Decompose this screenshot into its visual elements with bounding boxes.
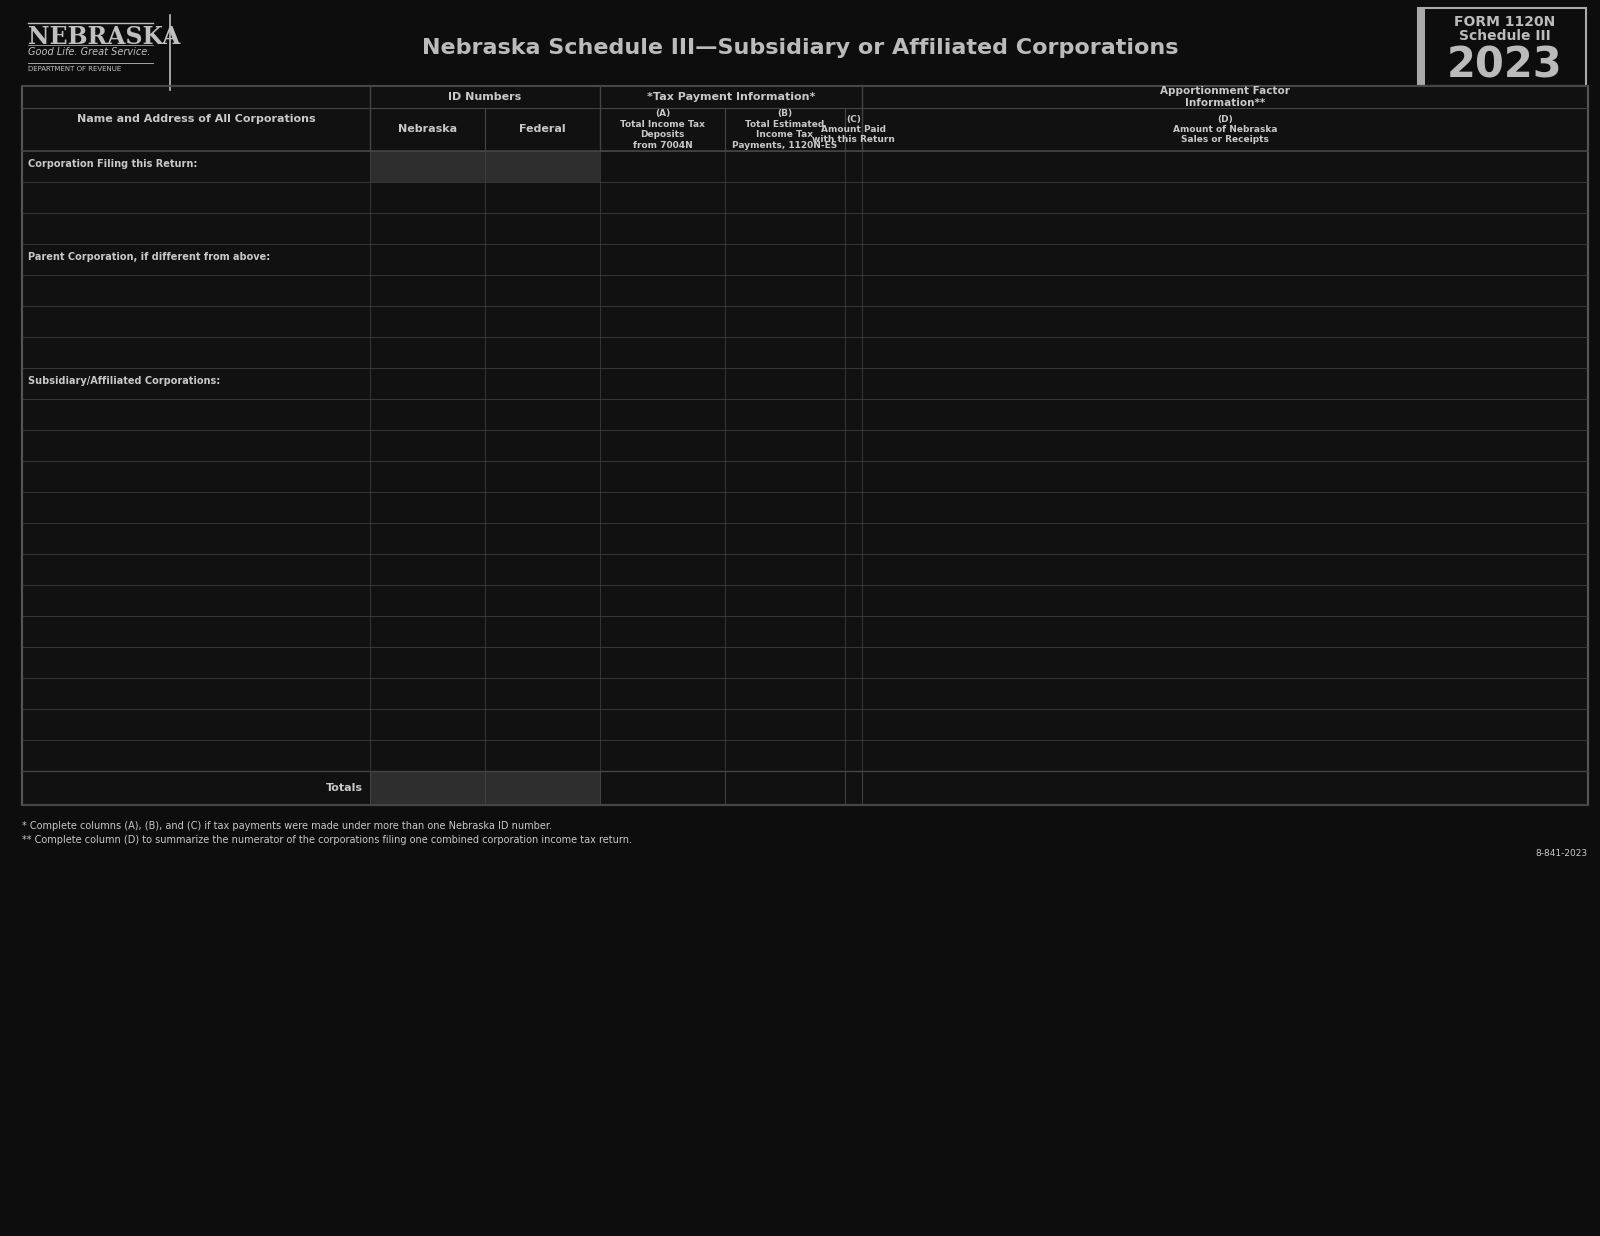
- Text: ID Numbers: ID Numbers: [448, 91, 522, 103]
- Text: 2023: 2023: [1446, 44, 1563, 87]
- Text: 8-841-2023: 8-841-2023: [1536, 849, 1587, 858]
- Text: Totals: Totals: [326, 782, 363, 794]
- Text: Corporation Filing this Return:: Corporation Filing this Return:: [29, 159, 197, 169]
- Text: *Tax Payment Information*: *Tax Payment Information*: [646, 91, 814, 103]
- Text: DEPARTMENT OF REVENUE: DEPARTMENT OF REVENUE: [29, 66, 122, 72]
- Bar: [22, 87, 1587, 108]
- Text: Name and Address of All Corporations: Name and Address of All Corporations: [77, 114, 315, 124]
- Text: (A)
Total Income Tax
Deposits
from 7004N: (A) Total Income Tax Deposits from 7004N: [621, 110, 706, 150]
- Text: Nebraska Schedule III—Subsidiary or Affiliated Corporations: Nebraska Schedule III—Subsidiary or Affi…: [422, 38, 1178, 58]
- Text: NEBRASKA: NEBRASKA: [29, 25, 181, 49]
- Bar: [22, 87, 1587, 805]
- Text: Subsidiary/Affiliated Corporations:: Subsidiary/Affiliated Corporations:: [29, 376, 221, 386]
- Text: * Complete columns (A), (B), and (C) if tax payments were made under more than o: * Complete columns (A), (B), and (C) if …: [22, 821, 552, 831]
- Bar: [370, 771, 600, 805]
- Bar: [370, 151, 600, 182]
- Text: (B)
Total Estimated
Income Tax
Payments, 1120N-ES: (B) Total Estimated Income Tax Payments,…: [733, 110, 838, 150]
- Text: Apportionment Factor
Information**: Apportionment Factor Information**: [1160, 87, 1290, 108]
- Text: Federal: Federal: [518, 125, 566, 135]
- Text: ** Complete column (D) to summarize the numerator of the corporations filing one: ** Complete column (D) to summarize the …: [22, 836, 632, 845]
- Text: FORM 1120N: FORM 1120N: [1454, 15, 1555, 28]
- Text: Schedule III: Schedule III: [1459, 28, 1550, 43]
- Text: Good Life. Great Service.: Good Life. Great Service.: [29, 47, 150, 57]
- Text: Parent Corporation, if different from above:: Parent Corporation, if different from ab…: [29, 252, 270, 262]
- Bar: [1418, 7, 1426, 87]
- Bar: [1418, 7, 1586, 87]
- Bar: [22, 87, 1587, 805]
- Text: (D)
Amount of Nebraska
Sales or Receipts: (D) Amount of Nebraska Sales or Receipts: [1173, 115, 1277, 145]
- Text: (C)
Amount Paid
with this Return: (C) Amount Paid with this Return: [813, 115, 894, 145]
- Text: Nebraska: Nebraska: [398, 125, 458, 135]
